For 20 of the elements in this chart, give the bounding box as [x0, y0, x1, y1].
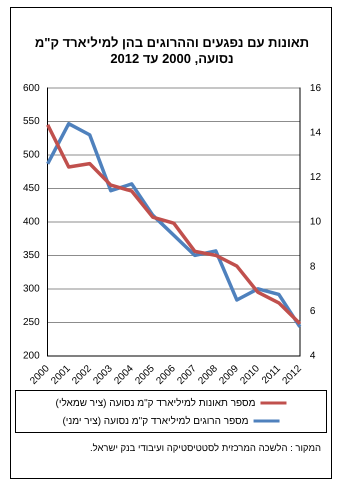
y-tick-label: 550: [22, 116, 40, 128]
y-tick-label: 400: [22, 216, 40, 228]
text: המקור : הלשכה המרכזית לסטטיסטיקה ועיבודי בנק ישראל.: [88, 443, 321, 454]
chart-title: תאונות עם נפגעים וההרוגים בהן למיליארד ק"מ נסועה, 2000 עד 2012: [34, 35, 310, 67]
y-tick-label: 250: [22, 317, 40, 328]
legend-label: מספר הרוגים למיליארד ק"מ נסועה (ציר ימני): [62, 414, 249, 427]
y2-tick-label: 6: [310, 306, 316, 317]
y2-tick-label: 8: [310, 261, 316, 272]
legend-label: מספר תאונות למיליארד ק"מ נסועה (ציר שמאלי): [56, 396, 256, 409]
y-tick-label: 300: [22, 284, 40, 295]
y-tick-label: 350: [22, 250, 40, 262]
y2-tick-label: 12: [310, 172, 322, 184]
y2-tick-label: 10: [310, 216, 322, 228]
y-tick-label: 500: [22, 150, 40, 161]
y2-tick-label: 16: [310, 82, 322, 94]
y2-tick-label: 14: [310, 127, 322, 138]
y2-tick-label: 4: [310, 350, 316, 362]
y-tick-label: 450: [22, 183, 40, 194]
y-tick-label: 600: [22, 82, 40, 94]
y-tick-label: 200: [22, 350, 40, 362]
